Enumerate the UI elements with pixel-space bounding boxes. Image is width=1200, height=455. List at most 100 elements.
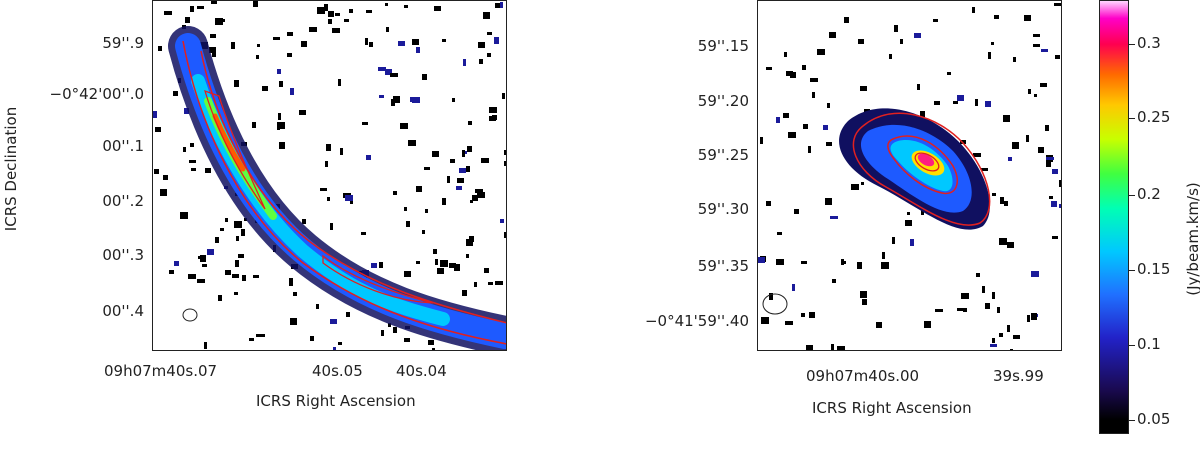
noise-pixel [330, 319, 337, 324]
noise-pixel [459, 168, 466, 173]
noise-pixel [164, 11, 172, 15]
noise-pixel [345, 195, 353, 201]
beam-ellipse [762, 293, 788, 315]
noise-pixel [466, 166, 470, 172]
noise-pixel [829, 32, 836, 38]
left-x-tick: 09h07m40s.07 [104, 362, 218, 380]
noise-pixel [963, 308, 967, 312]
noise-pixel [494, 37, 499, 44]
noise-pixel [191, 168, 196, 171]
noise-pixel [273, 37, 280, 40]
noise-pixel [1031, 271, 1039, 277]
noise-pixel [792, 284, 795, 291]
noise-pixel [277, 122, 285, 129]
noise-pixel [953, 101, 958, 104]
noise-pixel [761, 317, 769, 324]
noise-pixel [504, 161, 506, 166]
noise-pixel [349, 9, 353, 13]
noise-pixel [215, 237, 219, 243]
contour-core-2 [322, 254, 434, 304]
noise-pixel [876, 322, 882, 328]
noise-pixel [487, 32, 492, 35]
noise-pixel [386, 27, 389, 32]
contour-inner-upper [200, 50, 506, 324]
noise-pixel [1027, 315, 1030, 322]
noise-pixel [369, 42, 373, 47]
noise-pixel [279, 81, 283, 87]
noise-pixel [844, 17, 849, 23]
noise-pixel [416, 47, 420, 53]
noise-pixel [324, 4, 328, 11]
right-y-tick: 59''.15 [697, 37, 749, 55]
noise-pixel [371, 263, 377, 268]
noise-pixel [385, 3, 388, 6]
noise-pixel [973, 153, 981, 157]
noise-pixel [290, 88, 294, 95]
noise-pixel [390, 73, 398, 77]
noise-pixel [861, 182, 864, 185]
noise-pixel [416, 186, 422, 192]
colorbar-tick [1129, 44, 1135, 45]
noise-pixel [232, 274, 239, 278]
noise-pixel [422, 230, 425, 234]
contour-core [204, 89, 266, 210]
contour-inner [887, 135, 958, 195]
noise-pixel [236, 236, 239, 241]
noise-pixel [504, 232, 506, 238]
noise-pixel [985, 101, 991, 107]
noise-pixel [1013, 335, 1020, 339]
colorbar-label: 0.2 [1137, 185, 1161, 203]
noise-pixel [801, 313, 805, 317]
noise-pixel [346, 312, 350, 317]
noise-pixel [1054, 3, 1061, 6]
noise-pixel [437, 268, 444, 274]
noise-pixel [463, 59, 466, 66]
noise-pixel [190, 6, 194, 12]
noise-pixel [862, 299, 867, 305]
noise-pixel [832, 279, 836, 283]
noise-pixel [1026, 135, 1029, 142]
noise-pixel [1028, 89, 1031, 94]
noise-pixel [1061, 125, 1062, 130]
noise-pixel [1000, 197, 1004, 204]
noise-pixel [366, 10, 372, 13]
noise-pixel [982, 286, 985, 293]
noise-pixel [154, 169, 159, 174]
noise-pixel [769, 293, 773, 300]
colorbar-tick [1129, 118, 1135, 119]
noise-pixel [393, 191, 397, 195]
right-map-image [758, 3, 1062, 350]
noise-pixel [1004, 201, 1008, 206]
noise-pixel [472, 195, 478, 201]
noise-pixel [920, 111, 925, 117]
noise-pixel [921, 210, 924, 215]
noise-pixel [1041, 49, 1048, 52]
noise-pixel [185, 17, 190, 23]
noise-pixel [332, 28, 340, 33]
noise-pixel [1013, 57, 1016, 62]
noise-pixel [160, 189, 167, 196]
noise-pixel [241, 229, 245, 236]
noise-pixel [981, 168, 988, 171]
noise-pixel [256, 334, 263, 337]
noise-pixel [234, 221, 242, 228]
noise-pixel [484, 268, 489, 273]
noise-pixel [777, 232, 782, 235]
noise-pixel [188, 274, 196, 279]
noise-pixel [988, 52, 991, 59]
colorbar-label: 0.3 [1137, 34, 1161, 52]
noise-pixel [393, 327, 397, 333]
noise-pixel [907, 212, 910, 215]
noise-pixel [487, 53, 491, 57]
noise-pixel [335, 13, 340, 16]
noise-pixel [326, 144, 331, 151]
noise-pixel [1012, 142, 1019, 149]
noise-pixel [900, 39, 903, 44]
noise-pixel [408, 140, 416, 146]
noise-pixel [317, 7, 325, 14]
noise-pixel [766, 201, 771, 206]
noise-pixel [881, 262, 889, 269]
noise-pixel [231, 42, 235, 49]
noise-pixel [477, 192, 485, 198]
noise-pixel [398, 41, 405, 46]
